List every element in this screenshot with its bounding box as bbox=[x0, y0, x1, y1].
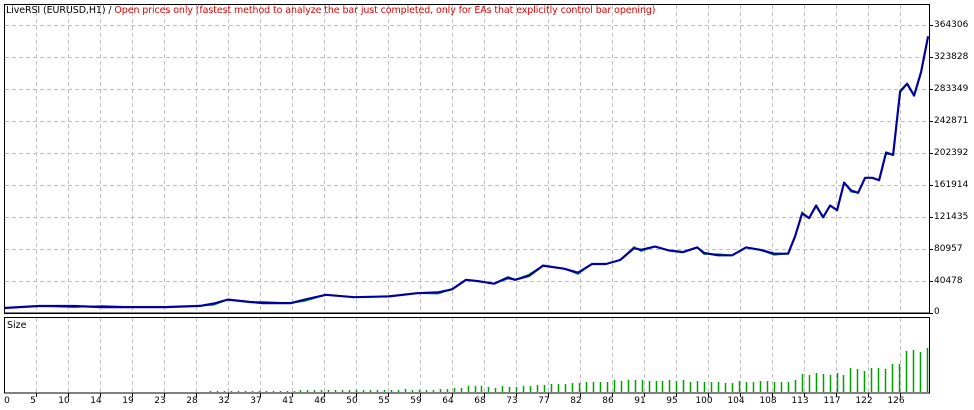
sub-panel-frame bbox=[4, 317, 930, 394]
size-bars bbox=[209, 348, 929, 392]
y-axis-label: 283349 bbox=[934, 84, 969, 94]
balance-line bbox=[3, 36, 930, 310]
main-panel-grid bbox=[5, 5, 929, 313]
x-axis-label: 73 bbox=[506, 396, 518, 406]
y-axis-label: 364306 bbox=[934, 20, 969, 30]
x-axis-label: 82 bbox=[570, 396, 582, 406]
x-axis-label: 122 bbox=[855, 396, 873, 406]
x-axis-label: 32 bbox=[218, 396, 230, 406]
y-axis-label: 202392 bbox=[934, 148, 969, 158]
size-panel-label: Size bbox=[7, 320, 27, 331]
y-axis-label: 161914 bbox=[934, 180, 969, 190]
x-axis-label: 14 bbox=[90, 396, 102, 406]
x-axis-label: 59 bbox=[410, 396, 422, 406]
x-axis-ticks bbox=[36, 393, 901, 397]
x-axis-label: 10 bbox=[58, 396, 70, 406]
x-axis-label: 108 bbox=[759, 396, 777, 406]
y-axis-label: 121435 bbox=[934, 212, 969, 222]
x-axis-label: 77 bbox=[538, 396, 550, 406]
x-axis-label: 86 bbox=[602, 396, 614, 406]
x-axis-label: 28 bbox=[186, 396, 198, 406]
x-axis-label: 50 bbox=[346, 396, 358, 406]
model-description: Open prices only (fastest method to anal… bbox=[114, 5, 656, 16]
x-axis-label: 23 bbox=[154, 396, 166, 406]
y-axis-ticks bbox=[930, 25, 933, 314]
x-axis-label: 64 bbox=[442, 396, 454, 406]
x-axis-label: 104 bbox=[727, 396, 745, 406]
x-axis-label: 41 bbox=[282, 396, 294, 406]
y-axis-label: 242871 bbox=[934, 116, 969, 126]
title-separator: / bbox=[105, 5, 115, 16]
expert-name: LiveRSI (EURUSD,H1) bbox=[6, 5, 106, 16]
x-axis-label: 91 bbox=[634, 396, 646, 406]
x-axis-label: 37 bbox=[250, 396, 262, 406]
y-axis-label: 80957 bbox=[934, 244, 963, 254]
x-axis-label: 113 bbox=[791, 396, 809, 406]
x-axis-label: 68 bbox=[474, 396, 486, 406]
x-axis-label: 5 bbox=[30, 396, 36, 406]
x-axis-label: 19 bbox=[122, 396, 134, 406]
x-axis-label: 95 bbox=[666, 396, 678, 406]
y-axis-label: 40478 bbox=[934, 276, 963, 286]
chart-title: LiveRSI (EURUSD,H1) / Open prices only (… bbox=[6, 5, 656, 16]
y-axis-label: 0 bbox=[934, 307, 940, 317]
x-axis-label: 0 bbox=[4, 396, 10, 406]
x-axis-label: 46 bbox=[314, 396, 326, 406]
x-axis-label: 117 bbox=[823, 396, 841, 406]
x-axis-label: 55 bbox=[378, 396, 390, 406]
x-axis-label: 100 bbox=[695, 396, 713, 406]
x-axis-label: 126 bbox=[887, 396, 905, 406]
equity-line bbox=[3, 36, 929, 309]
main-panel-frame bbox=[4, 4, 930, 314]
y-axis-label: 323828 bbox=[934, 52, 969, 62]
sub-panel-grid bbox=[36, 318, 901, 393]
